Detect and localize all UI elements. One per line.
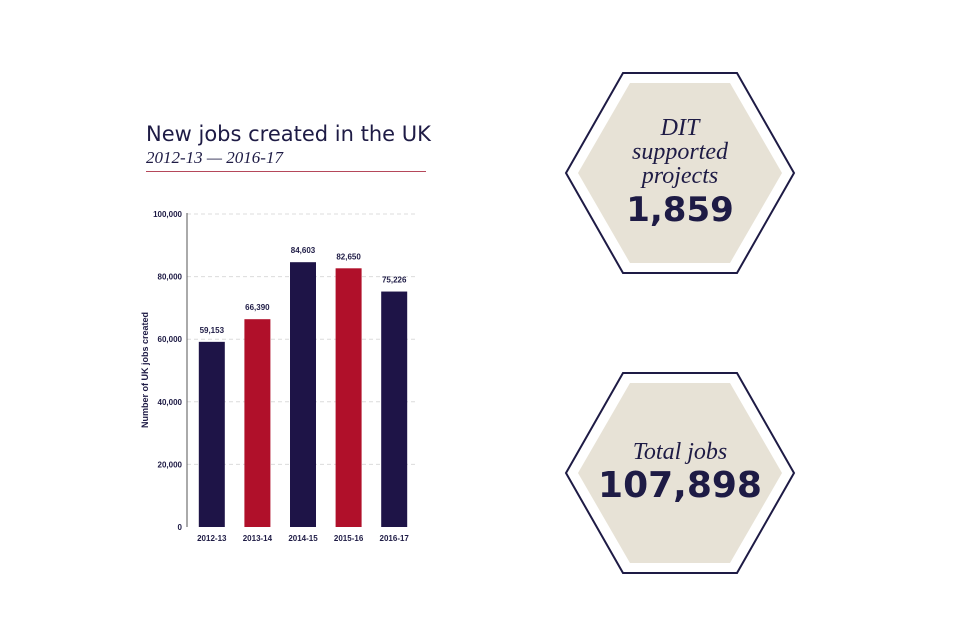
bar (335, 268, 362, 527)
data-label: 82,650 (336, 252, 361, 261)
total-jobs-stat-card: Total jobs 107,898 (564, 371, 796, 575)
total-jobs-value: 107,898 (598, 465, 762, 506)
x-tick-label: 2014-15 (288, 534, 318, 543)
bar (381, 291, 408, 527)
bar (198, 341, 225, 527)
bar (290, 262, 316, 527)
x-tick-label: 2012-13 (197, 534, 227, 543)
data-labels: 59,153 66,390 84,603 82,650 75,226 (200, 246, 407, 335)
data-label: 75,226 (382, 276, 407, 285)
total-jobs-label: Total jobs (632, 439, 728, 465)
bar-chart: 0 20,000 40,000 60,000 80,000 100,000 59,153 6… (140, 210, 415, 543)
x-tick-labels: 2012-13 2013-14 2014-15 2015-16 2016-17 (197, 534, 409, 543)
projects-label: DIT supported projects (632, 115, 728, 189)
x-tick-label: 2016-17 (380, 534, 410, 543)
y-axis-label: Number of UK jobs created (140, 312, 150, 428)
data-label: 59,153 (200, 326, 225, 335)
y-tick-label: 100,000 (153, 210, 182, 219)
projects-stat-card: DIT supported projects 1,859 (564, 71, 796, 275)
y-tick-label: 80,000 (158, 273, 183, 282)
y-tick-label: 0 (178, 523, 183, 532)
y-tick-labels: 0 20,000 40,000 60,000 80,000 100,000 (153, 210, 182, 532)
title-divider (146, 171, 426, 172)
x-tick-label: 2015-16 (334, 534, 364, 543)
y-tick-label: 20,000 (158, 460, 183, 469)
x-tick-label: 2013-14 (243, 534, 273, 543)
y-tick-label: 60,000 (158, 335, 183, 344)
chart-subtitle: 2012-13 — 2016-17 (146, 148, 283, 167)
bar (244, 319, 271, 527)
data-label: 66,390 (245, 303, 270, 312)
hexagon-shape (564, 72, 796, 274)
projects-value: 1,859 (626, 190, 734, 230)
data-label: 84,603 (291, 246, 316, 255)
bars (198, 262, 408, 527)
y-tick-label: 40,000 (158, 398, 183, 407)
hexagon-shape (564, 372, 796, 574)
chart-title: New jobs created in the UK (146, 122, 431, 146)
